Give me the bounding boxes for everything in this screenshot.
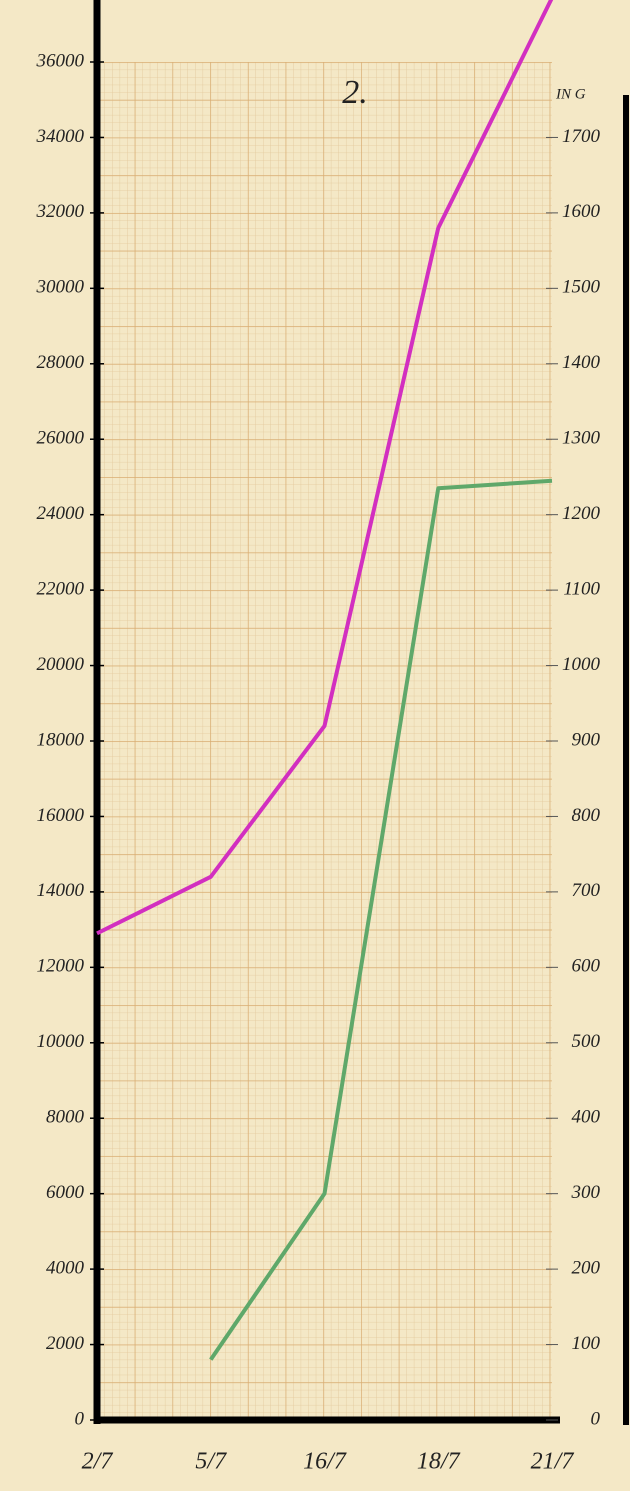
y-tick-label: 32000 (36, 201, 85, 222)
y-tick-label: 8000 (46, 1107, 85, 1128)
y2-tick-label: 1000 (562, 654, 601, 675)
y2-tick-label: 1600 (562, 201, 601, 222)
y-tick-label: 14000 (37, 880, 85, 901)
y2-tick-label: 200 (572, 1257, 601, 1278)
x-tick-label: 18/7 (417, 1449, 461, 1475)
y-tick-label: 30000 (36, 277, 85, 298)
y2-tick-label: 1700 (562, 126, 601, 147)
y-tick-label: 10000 (37, 1031, 85, 1052)
y-tick-label: 36000 (36, 50, 85, 71)
y-tick-label: 4000 (46, 1257, 85, 1278)
y-tick-label: 18000 (37, 729, 85, 750)
y-tick-label: 2000 (46, 1333, 85, 1354)
y2-tick-label: 0 (591, 1408, 601, 1429)
x-tick-label: 2/7 (82, 1449, 114, 1475)
y2-tick-label: 900 (572, 729, 601, 750)
chart-title: 2. (342, 74, 368, 111)
y-tick-label: 22000 (37, 578, 85, 599)
y-tick-label: 12000 (37, 956, 85, 977)
y2-tick-label: 1400 (562, 352, 601, 373)
y-tick-label: 34000 (36, 126, 85, 147)
x-tick-label: 16/7 (303, 1449, 347, 1475)
y2-tick-label: 800 (572, 805, 601, 826)
data-line (209, 478, 553, 1361)
y-tick-label: 24000 (37, 503, 85, 524)
y2-axis-label: IN G (555, 86, 586, 102)
y2-tick-label: 1500 (562, 277, 601, 298)
graph-paper (97, 62, 552, 1420)
y2-tick-label: 400 (572, 1107, 601, 1128)
y-tick-label: 26000 (37, 428, 85, 449)
y-tick-label: 16000 (37, 805, 85, 826)
y2-tick-label: 1300 (562, 428, 601, 449)
x-tick-label: 21/7 (531, 1449, 575, 1475)
y2-tick-label: 100 (572, 1333, 601, 1354)
x-tick-label: 5/7 (195, 1449, 227, 1475)
y2-tick-label: 600 (572, 956, 601, 977)
y2-tick-label: 300 (571, 1182, 601, 1203)
y2-tick-label: 700 (572, 880, 601, 901)
y2-tick-label: 500 (572, 1031, 601, 1052)
y-tick-label: 6000 (46, 1182, 85, 1203)
y2-tick-label: 1200 (562, 503, 601, 524)
y2-tick-label: 1100 (563, 578, 600, 599)
data-line (96, 0, 554, 936)
y-tick-label: 28000 (37, 352, 85, 373)
y-tick-label: 20000 (37, 654, 85, 675)
y-tick-label: 0 (75, 1408, 85, 1429)
